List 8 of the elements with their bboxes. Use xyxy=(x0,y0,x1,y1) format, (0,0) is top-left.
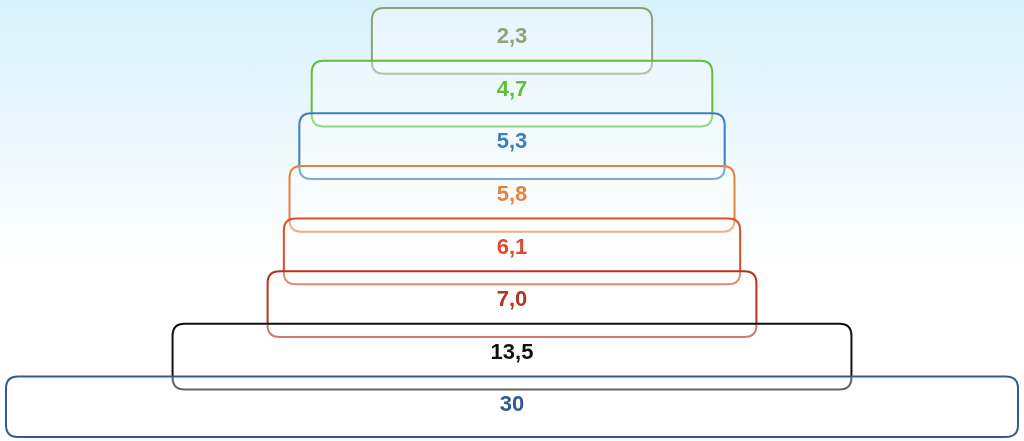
data-label: 5,3 xyxy=(496,128,528,154)
data-label: 6,1 xyxy=(496,233,528,259)
data-label: 5,8 xyxy=(496,180,528,206)
data-label: 13,5 xyxy=(490,338,534,364)
data-label: 2,3 xyxy=(496,23,528,49)
data-label: 7,0 xyxy=(496,286,528,312)
data-label: 30 xyxy=(499,391,525,417)
data-label: 4,7 xyxy=(496,75,528,101)
